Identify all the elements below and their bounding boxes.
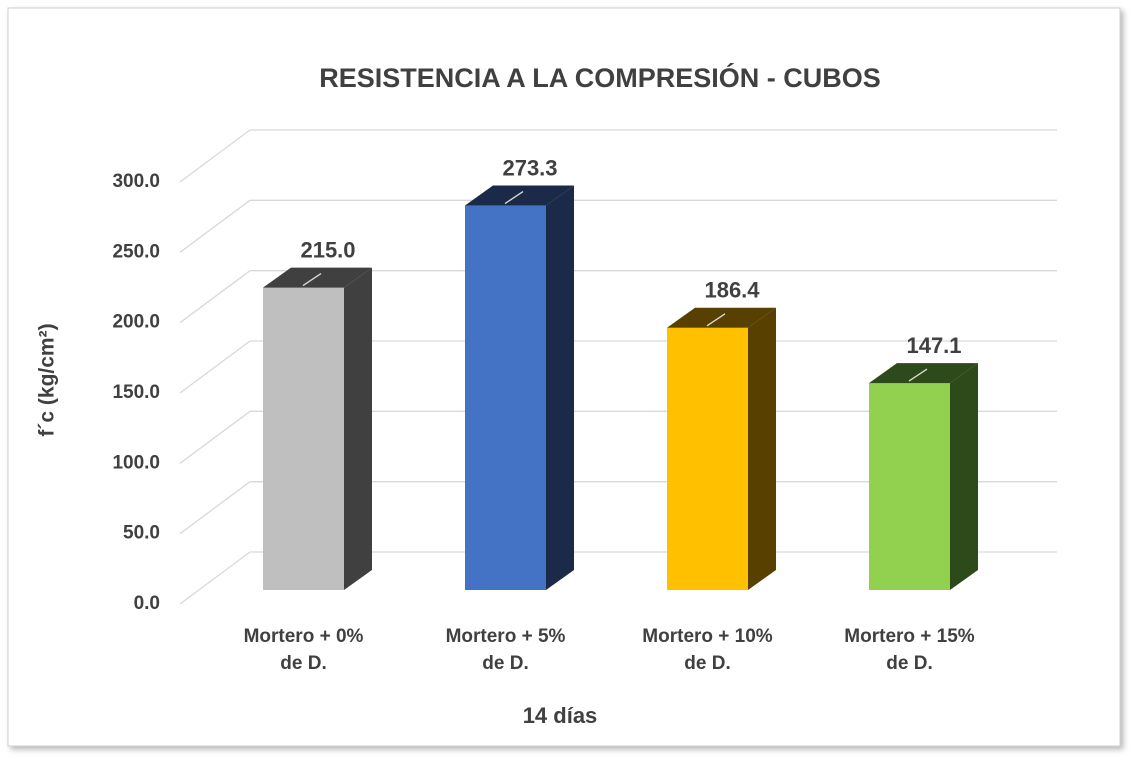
y-tick-label: 50.0: [123, 523, 160, 544]
leader-line: [302, 273, 322, 287]
grid-line-floor: [179, 199, 251, 253]
data-label: 215.0: [300, 237, 355, 262]
labels: 0.0 50.0 100.0 150.0 200.0 250.0 300.0 215.0 Mor…: [112, 155, 974, 674]
y-tick-label: 0.0: [134, 593, 160, 614]
bar-side: [748, 307, 776, 590]
x-tick-label: Mortero + 0%: [244, 626, 364, 647]
bar-top: [869, 363, 978, 384]
data-label: 186.4: [704, 278, 760, 303]
bar-top: [465, 185, 574, 206]
y-tick-label: 250.0: [112, 241, 160, 262]
y-tick-label: 100.0: [112, 452, 160, 473]
grid-line-floor: [179, 551, 251, 605]
grid-line-floor: [179, 340, 251, 394]
grid-line-floor: [179, 270, 251, 324]
grid-line-floor: [179, 129, 251, 183]
y-tick-label: 200.0: [112, 312, 160, 333]
x-axis-title: 14 días: [523, 703, 598, 728]
data-label: 147.1: [906, 333, 961, 358]
bar: [465, 205, 546, 591]
leader-line: [706, 313, 726, 327]
bar-side: [344, 267, 372, 590]
y-tick-label: 300.0: [112, 171, 160, 192]
x-tick-label: Mortero + 5%: [446, 626, 566, 647]
grid-line-floor: [179, 481, 251, 535]
leader-line: [908, 368, 928, 382]
leader-line: [504, 191, 524, 205]
grid-line-floor: [179, 410, 251, 464]
x-tick-label: de D.: [684, 653, 730, 674]
bar-side: [546, 185, 574, 591]
bar: [869, 383, 950, 590]
bar: [263, 287, 344, 590]
bar-top: [263, 267, 372, 288]
bar: [667, 327, 748, 590]
data-label: 273.3: [502, 155, 557, 180]
bar-side: [950, 363, 978, 590]
x-tick-label: de D.: [280, 653, 326, 674]
bar-top: [667, 307, 776, 328]
x-tick-label: Mortero + 15%: [844, 626, 975, 647]
x-tick-label: de D.: [482, 653, 528, 674]
y-axis-title: f´c (kg/cm²): [36, 323, 59, 436]
bars: [263, 185, 978, 591]
chart-title: RESISTENCIA A LA COMPRESIÓN - CUBOS: [319, 62, 881, 93]
y-tick-label: 150.0: [112, 382, 160, 403]
x-tick-label: de D.: [886, 653, 932, 674]
x-tick-label: Mortero + 10%: [642, 626, 773, 647]
